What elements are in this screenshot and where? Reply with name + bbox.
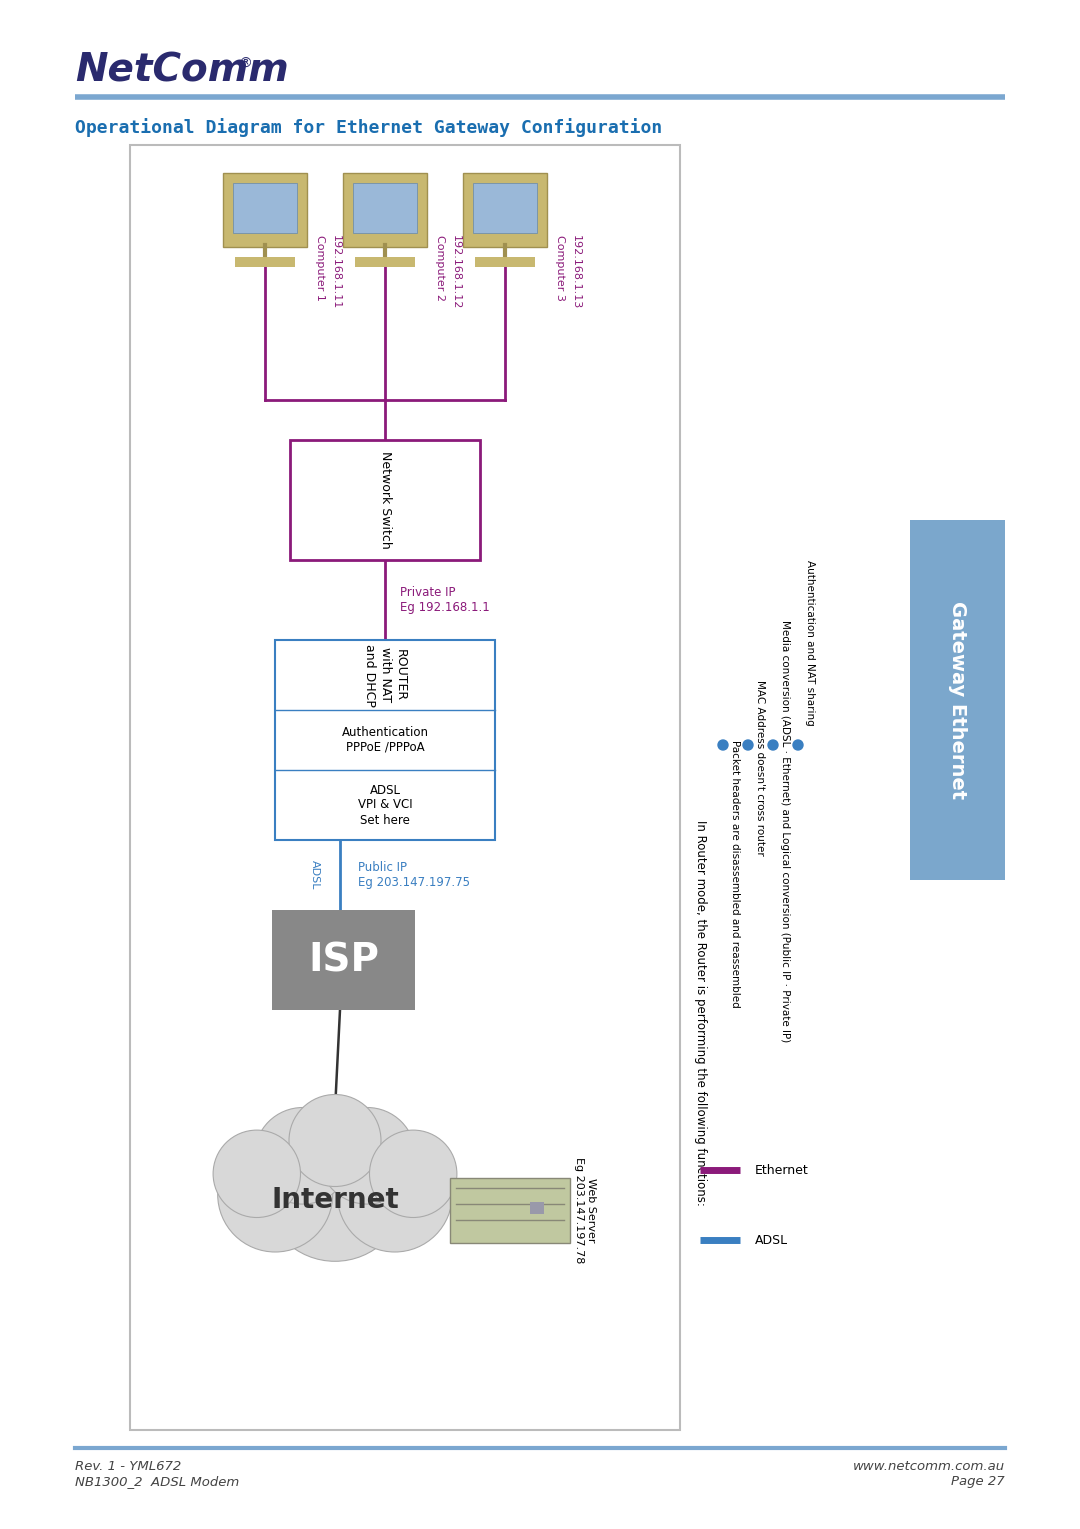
Text: 192.168.1.11: 192.168.1.11 (330, 235, 341, 309)
Circle shape (289, 1095, 381, 1187)
Text: Rev. 1 - YML672
NB1300_2  ADSL Modem: Rev. 1 - YML672 NB1300_2 ADSL Modem (75, 1460, 240, 1488)
Text: Media conversion (ADSL · Ethernet) and Logical conversion (Public IP · Private I: Media conversion (ADSL · Ethernet) and L… (780, 619, 789, 1043)
Text: ISP: ISP (308, 940, 379, 979)
Text: Packet headers are disassembled and reassembled: Packet headers are disassembled and reas… (730, 740, 740, 1008)
Text: NetComm: NetComm (75, 52, 288, 90)
Circle shape (264, 1119, 406, 1261)
Bar (473, 183, 537, 232)
Text: Private IP
Eg 192.168.1.1: Private IP Eg 192.168.1.1 (400, 586, 489, 615)
Text: ADSL
VPI & VCI
Set here: ADSL VPI & VCI Set here (357, 783, 413, 827)
Text: Computer 3: Computer 3 (555, 235, 565, 301)
FancyBboxPatch shape (463, 173, 546, 248)
Bar (353, 183, 417, 232)
Circle shape (718, 740, 728, 751)
FancyBboxPatch shape (222, 173, 307, 248)
Circle shape (793, 740, 804, 751)
Text: Computer 1: Computer 1 (315, 235, 325, 301)
Text: ®: ® (238, 57, 252, 70)
Text: In Router mode, the Router is performing the following functions:: In Router mode, the Router is performing… (693, 820, 706, 1206)
Text: Web Server
Eg 203.147.197.78: Web Server Eg 203.147.197.78 (575, 1157, 596, 1263)
Bar (275, 641, 495, 839)
Text: Computer 2: Computer 2 (435, 235, 445, 301)
Bar (910, 520, 1005, 881)
Text: Gateway Ethernet: Gateway Ethernet (948, 601, 967, 800)
Circle shape (213, 1130, 300, 1217)
Circle shape (337, 1138, 453, 1252)
FancyBboxPatch shape (475, 257, 535, 268)
Text: Public IP
Eg 203.147.197.75: Public IP Eg 203.147.197.75 (357, 861, 470, 888)
Bar (291, 440, 480, 560)
Text: MAC Address doesn't cross router: MAC Address doesn't cross router (755, 680, 765, 856)
Text: Authentication and NAT sharing: Authentication and NAT sharing (805, 560, 815, 726)
Text: ROUTER
with NAT
and DHCP: ROUTER with NAT and DHCP (364, 644, 406, 706)
Text: ADSL: ADSL (755, 1234, 788, 1246)
Text: Network Switch: Network Switch (378, 451, 391, 549)
Text: 192.168.1.12: 192.168.1.12 (451, 235, 461, 309)
Text: Operational Diagram for Ethernet Gateway Configuration: Operational Diagram for Ethernet Gateway… (75, 118, 662, 138)
FancyBboxPatch shape (450, 1177, 570, 1243)
Text: Authentication
PPPoE /PPPoA: Authentication PPPoE /PPPoA (341, 726, 429, 754)
Circle shape (743, 740, 753, 751)
Circle shape (218, 1138, 333, 1252)
FancyBboxPatch shape (343, 173, 427, 248)
FancyBboxPatch shape (235, 257, 295, 268)
Circle shape (255, 1107, 351, 1205)
Bar (272, 910, 415, 1011)
Circle shape (319, 1107, 416, 1205)
Bar (130, 145, 680, 1430)
Bar (530, 1202, 544, 1214)
Text: Ethernet: Ethernet (755, 1164, 809, 1176)
FancyBboxPatch shape (355, 257, 415, 268)
Text: ADSL: ADSL (310, 861, 320, 890)
Text: 192.168.1.13: 192.168.1.13 (571, 235, 581, 309)
Text: www.netcomm.com.au
Page 27: www.netcomm.com.au Page 27 (853, 1460, 1005, 1488)
Circle shape (768, 740, 778, 751)
Circle shape (369, 1130, 457, 1217)
Bar (233, 183, 297, 232)
Text: Internet: Internet (271, 1187, 399, 1214)
